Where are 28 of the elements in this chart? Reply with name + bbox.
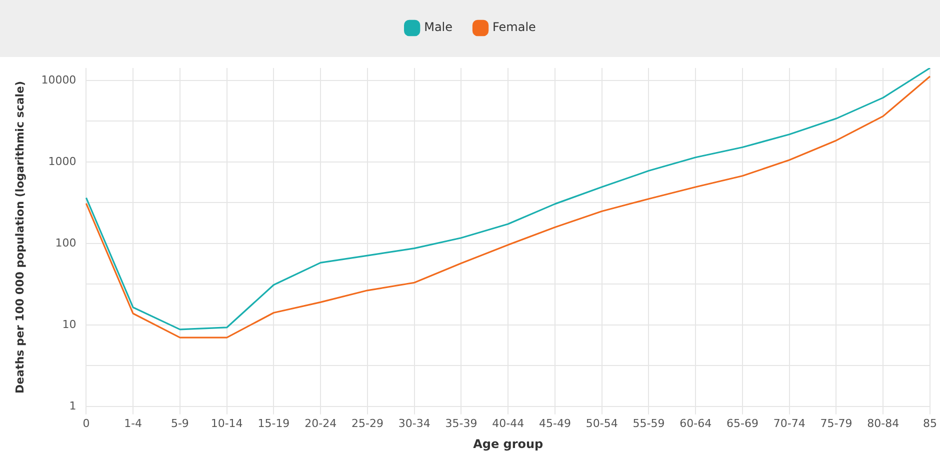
x-axis-title: Age group [473,436,544,451]
x-tick-label: 1-4 [124,416,142,430]
legend-label: Female [492,20,536,34]
x-tick-label: 80-84 [867,416,900,430]
y-tick-label: 10000 [41,73,76,86]
x-tick-label: 0 [82,416,90,430]
x-tick-label: 70-74 [773,416,806,430]
x-tick-label: 45-49 [538,416,571,430]
x-tick-label: 85 [923,416,937,430]
y-tick-label: 10 [62,318,76,331]
x-tick-label: 5-9 [170,416,189,430]
y-tick-label: 1 [69,399,76,412]
x-tick-label: 20-24 [304,416,337,430]
x-tick-label: 30-34 [398,416,430,430]
x-tick-label: 60-64 [680,416,712,430]
y-tick-label: 100 [55,236,76,250]
y-tick-label: 1000 [48,154,76,168]
x-tick-label: 35-39 [445,416,478,430]
x-tick-label: 55-59 [632,416,665,430]
x-tick-label: 50-54 [586,416,618,430]
x-tick-label: 65-69 [726,416,758,430]
x-tick-label: 25-29 [351,416,384,430]
x-tick-label: 75-79 [820,416,852,430]
y-axis-title: Deaths per 100 000 population (logarithmic scale) [13,80,26,394]
legend-label: Male [424,20,453,34]
x-tick-label: 40-44 [492,416,524,430]
x-tick-label: 10-14 [210,416,243,430]
x-tick-label: 15-19 [258,416,290,430]
